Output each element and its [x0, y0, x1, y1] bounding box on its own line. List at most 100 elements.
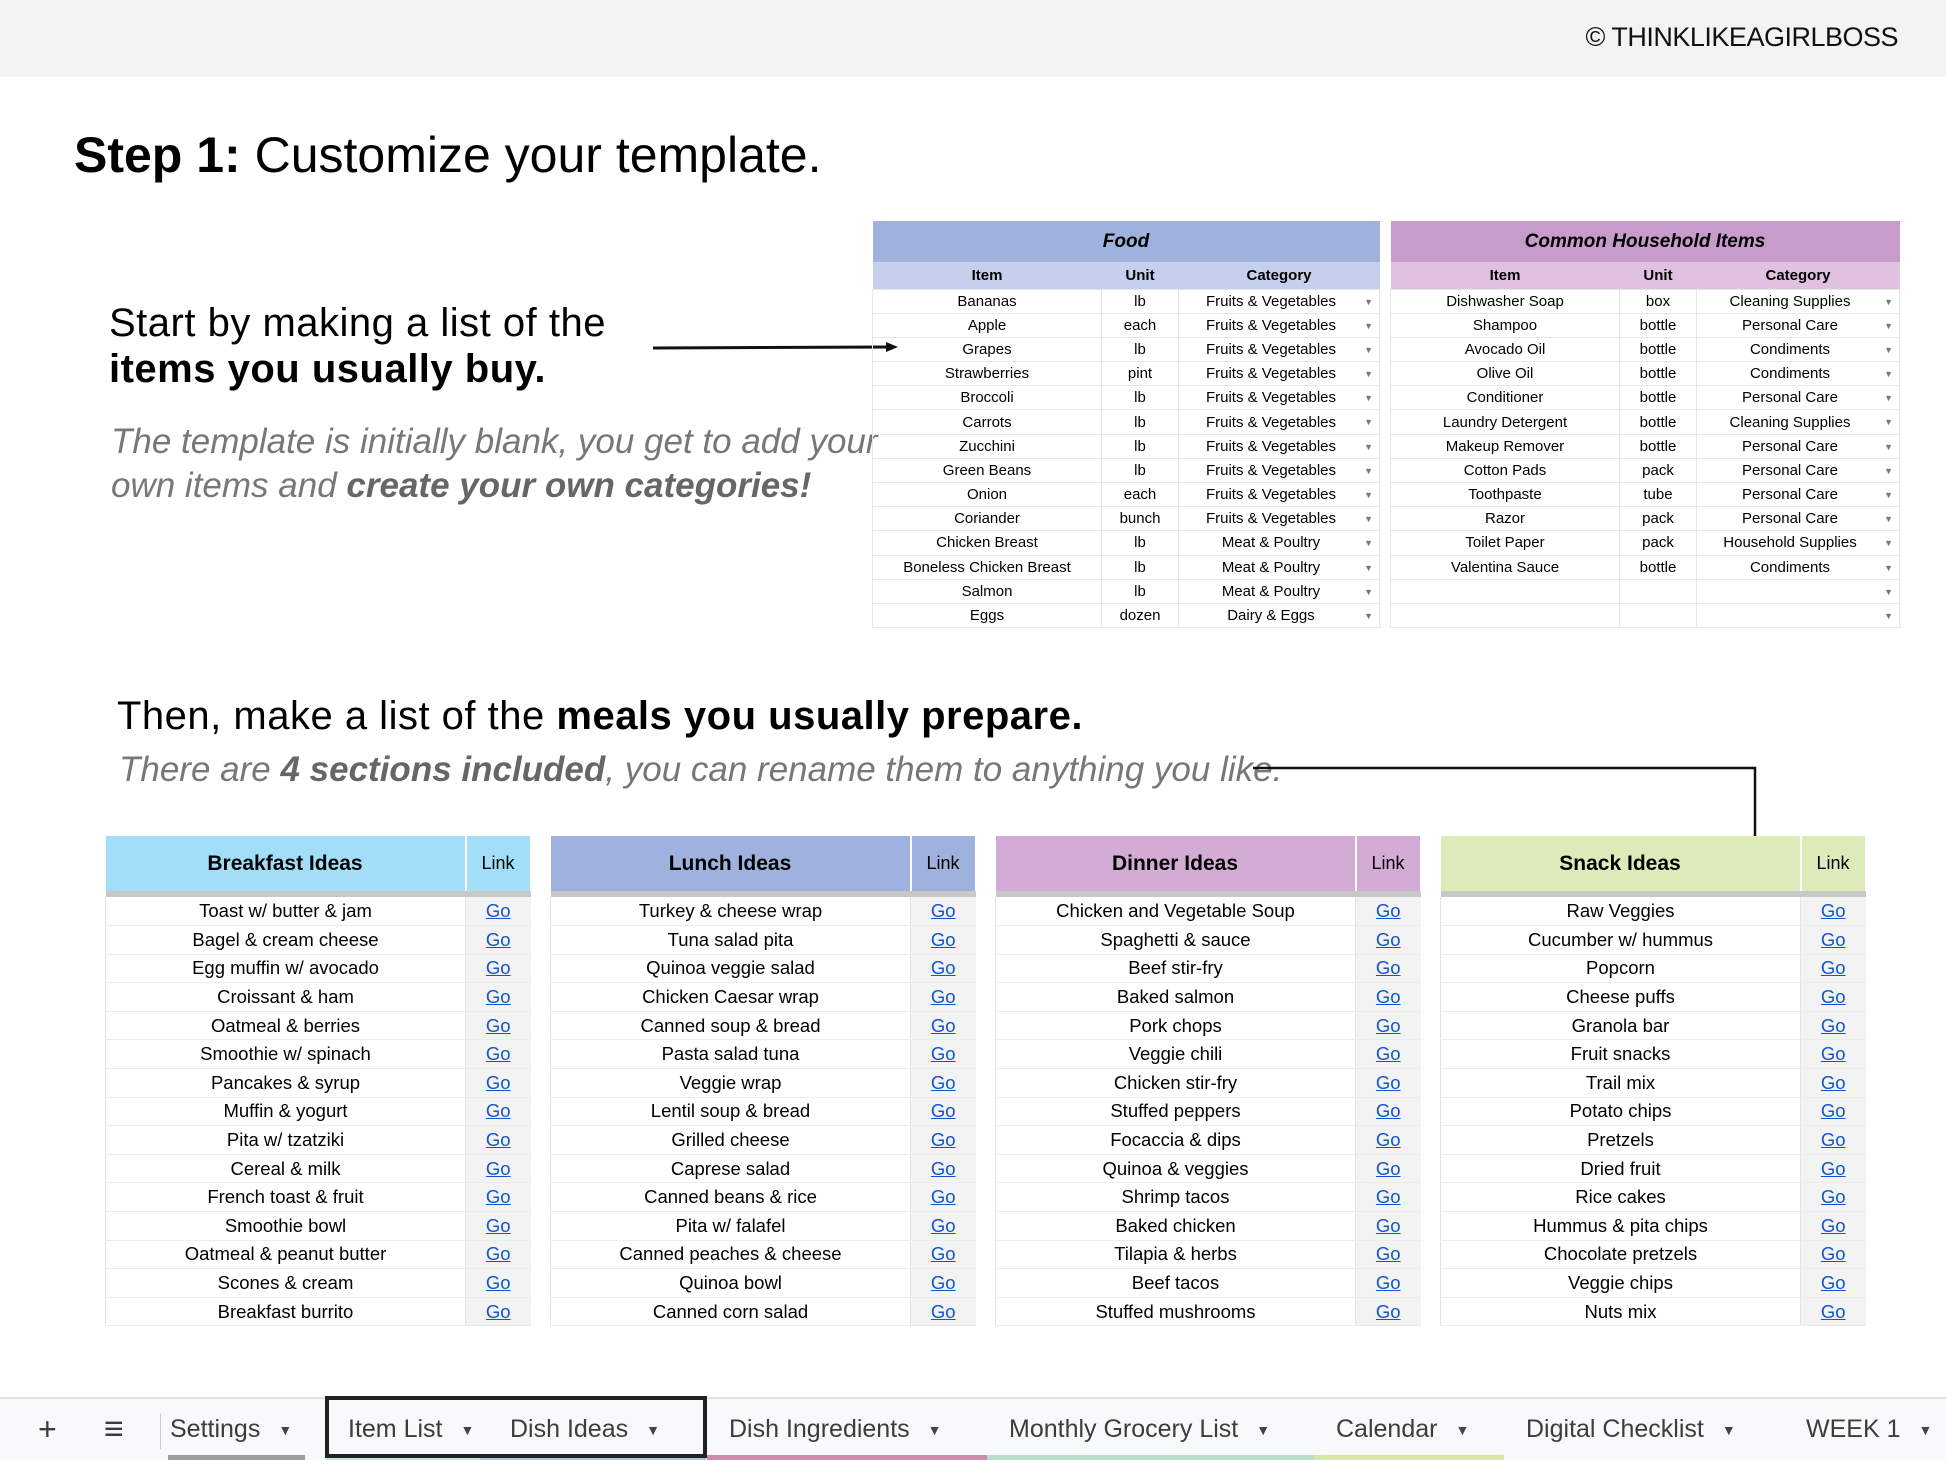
go-link[interactable]: Go	[1355, 1039, 1421, 1070]
dropdown-arrow-icon[interactable]: ▼	[1364, 562, 1373, 573]
meal-item[interactable]: Shrimp tacos	[995, 1182, 1356, 1213]
go-link[interactable]: Go	[465, 1011, 531, 1041]
meal-item[interactable]: Quinoa bowl	[550, 1268, 911, 1298]
go-link[interactable]: Go	[1355, 1182, 1421, 1213]
item-cell[interactable]: Shampoo	[1390, 312, 1620, 338]
dropdown-arrow-icon[interactable]: ▼	[1364, 514, 1373, 525]
meal-item[interactable]: Canned peaches & cheese	[550, 1240, 911, 1270]
category-dropdown[interactable]: Fruits & Vegetables ▼	[1178, 336, 1380, 363]
meal-section-title[interactable]: Snack Ideas	[1440, 836, 1802, 891]
unit-cell[interactable]	[1619, 602, 1697, 629]
dropdown-arrow-icon[interactable]: ▼	[1364, 538, 1373, 549]
meal-item[interactable]: Pretzels	[1440, 1125, 1801, 1155]
meal-item[interactable]: Quinoa & veggies	[995, 1154, 1356, 1184]
go-link[interactable]: Go	[1355, 1097, 1421, 1127]
item-cell[interactable]: Broccoli	[872, 385, 1102, 411]
meal-item[interactable]: Cereal & milk	[105, 1154, 466, 1184]
go-link[interactable]: Go	[465, 925, 531, 955]
unit-cell[interactable]: bottle	[1619, 554, 1697, 580]
meal-section-title[interactable]: Dinner Ideas	[995, 836, 1357, 891]
meal-item[interactable]: Lentil soup & bread	[550, 1097, 911, 1127]
go-link[interactable]: Go	[1800, 897, 1866, 927]
dropdown-arrow-icon[interactable]: ▼	[1884, 538, 1893, 549]
meal-item[interactable]: Muffin & yogurt	[105, 1097, 466, 1127]
meal-item[interactable]: Fruit snacks	[1440, 1039, 1801, 1070]
go-link[interactable]: Go	[465, 1154, 531, 1184]
dropdown-arrow-icon[interactable]: ▼	[1364, 586, 1373, 597]
category-dropdown[interactable]: Meat & Poultry ▼	[1178, 530, 1380, 556]
category-dropdown[interactable]: Fruits & Vegetables ▼	[1178, 409, 1380, 435]
all-sheets-button[interactable]: ≡	[104, 1399, 124, 1460]
meal-item[interactable]: Canned corn salad	[550, 1297, 911, 1327]
go-link[interactable]: Go	[465, 1068, 531, 1098]
unit-cell[interactable]: lb	[1101, 409, 1179, 435]
category-dropdown[interactable]: Personal Care ▼	[1696, 457, 1900, 484]
meal-item[interactable]: Bagel & cream cheese	[105, 925, 466, 955]
item-cell[interactable]: Apple	[872, 312, 1102, 338]
go-link[interactable]: Go	[465, 1039, 531, 1070]
unit-cell[interactable]: lb	[1101, 530, 1179, 556]
item-cell[interactable]: Eggs	[872, 602, 1102, 629]
dropdown-arrow-icon[interactable]: ▼	[1884, 465, 1893, 476]
meal-item[interactable]: Cheese puffs	[1440, 982, 1801, 1012]
go-link[interactable]: Go	[1355, 1268, 1421, 1298]
go-link[interactable]: Go	[910, 1268, 976, 1298]
item-cell[interactable]: Carrots	[872, 409, 1102, 435]
meal-item[interactable]: Veggie wrap	[550, 1068, 911, 1098]
unit-cell[interactable]: lb	[1101, 578, 1179, 604]
sheet-tab-dish-ingredients[interactable]: Dish Ingredients ▼	[707, 1399, 987, 1460]
dropdown-arrow-icon[interactable]: ▼	[1884, 344, 1893, 355]
unit-cell[interactable]: bottle	[1619, 361, 1697, 387]
meal-item[interactable]: Canned soup & bread	[550, 1011, 911, 1041]
go-link[interactable]: Go	[1355, 954, 1421, 984]
unit-cell[interactable]: lb	[1101, 457, 1179, 484]
go-link[interactable]: Go	[1355, 1297, 1421, 1327]
go-link[interactable]: Go	[1355, 1240, 1421, 1270]
meal-item[interactable]: Toast w/ butter & jam	[105, 897, 466, 927]
category-dropdown[interactable]: Personal Care ▼	[1696, 385, 1900, 411]
category-dropdown[interactable]: ▼	[1696, 578, 1900, 604]
go-link[interactable]: Go	[1800, 1039, 1866, 1070]
item-cell[interactable]: Avocado Oil	[1390, 336, 1620, 363]
item-cell[interactable]: Onion	[872, 481, 1102, 508]
dropdown-arrow-icon[interactable]: ▼	[1884, 586, 1893, 597]
meal-item[interactable]: Baked salmon	[995, 982, 1356, 1012]
go-link[interactable]: Go	[910, 982, 976, 1012]
go-link[interactable]: Go	[910, 1068, 976, 1098]
go-link[interactable]: Go	[1800, 925, 1866, 955]
go-link[interactable]: Go	[465, 1211, 531, 1241]
meal-item[interactable]: Potato chips	[1440, 1097, 1801, 1127]
dropdown-arrow-icon[interactable]: ▼	[1884, 369, 1893, 380]
item-cell[interactable]: Laundry Detergent	[1390, 409, 1620, 435]
go-link[interactable]: Go	[1800, 1268, 1866, 1298]
go-link[interactable]: Go	[910, 954, 976, 984]
dropdown-arrow-icon[interactable]: ▼	[1884, 610, 1893, 621]
sheet-tab-week-1[interactable]: WEEK 1 ▼	[1784, 1399, 1946, 1460]
meal-item[interactable]: Tilapia & herbs	[995, 1240, 1356, 1270]
go-link[interactable]: Go	[1355, 1154, 1421, 1184]
go-link[interactable]: Go	[465, 1268, 531, 1298]
meal-item[interactable]: Rice cakes	[1440, 1182, 1801, 1213]
unit-cell[interactable]: each	[1101, 312, 1179, 338]
unit-cell[interactable]: pack	[1619, 457, 1697, 484]
go-link[interactable]: Go	[465, 982, 531, 1012]
go-link[interactable]: Go	[1800, 1182, 1866, 1213]
unit-cell[interactable]: bottle	[1619, 312, 1697, 338]
category-dropdown[interactable]: Fruits & Vegetables ▼	[1178, 312, 1380, 338]
meal-item[interactable]: Spaghetti & sauce	[995, 925, 1356, 955]
go-link[interactable]: Go	[1800, 1297, 1866, 1327]
meal-item[interactable]: Pancakes & syrup	[105, 1068, 466, 1098]
go-link[interactable]: Go	[465, 1182, 531, 1213]
item-cell[interactable]: Makeup Remover	[1390, 433, 1620, 459]
meal-item[interactable]: Pasta salad tuna	[550, 1039, 911, 1070]
go-link[interactable]: Go	[1355, 982, 1421, 1012]
meal-item[interactable]: Breakfast burrito	[105, 1297, 466, 1327]
go-link[interactable]: Go	[910, 925, 976, 955]
category-dropdown[interactable]: Fruits & Vegetables ▼	[1178, 288, 1380, 314]
item-cell[interactable]: Toilet Paper	[1390, 530, 1620, 556]
go-link[interactable]: Go	[465, 1297, 531, 1327]
unit-cell[interactable]: lb	[1101, 336, 1179, 363]
go-link[interactable]: Go	[910, 1182, 976, 1213]
item-cell[interactable]: Green Beans	[872, 457, 1102, 484]
item-cell[interactable]: Chicken Breast	[872, 530, 1102, 556]
